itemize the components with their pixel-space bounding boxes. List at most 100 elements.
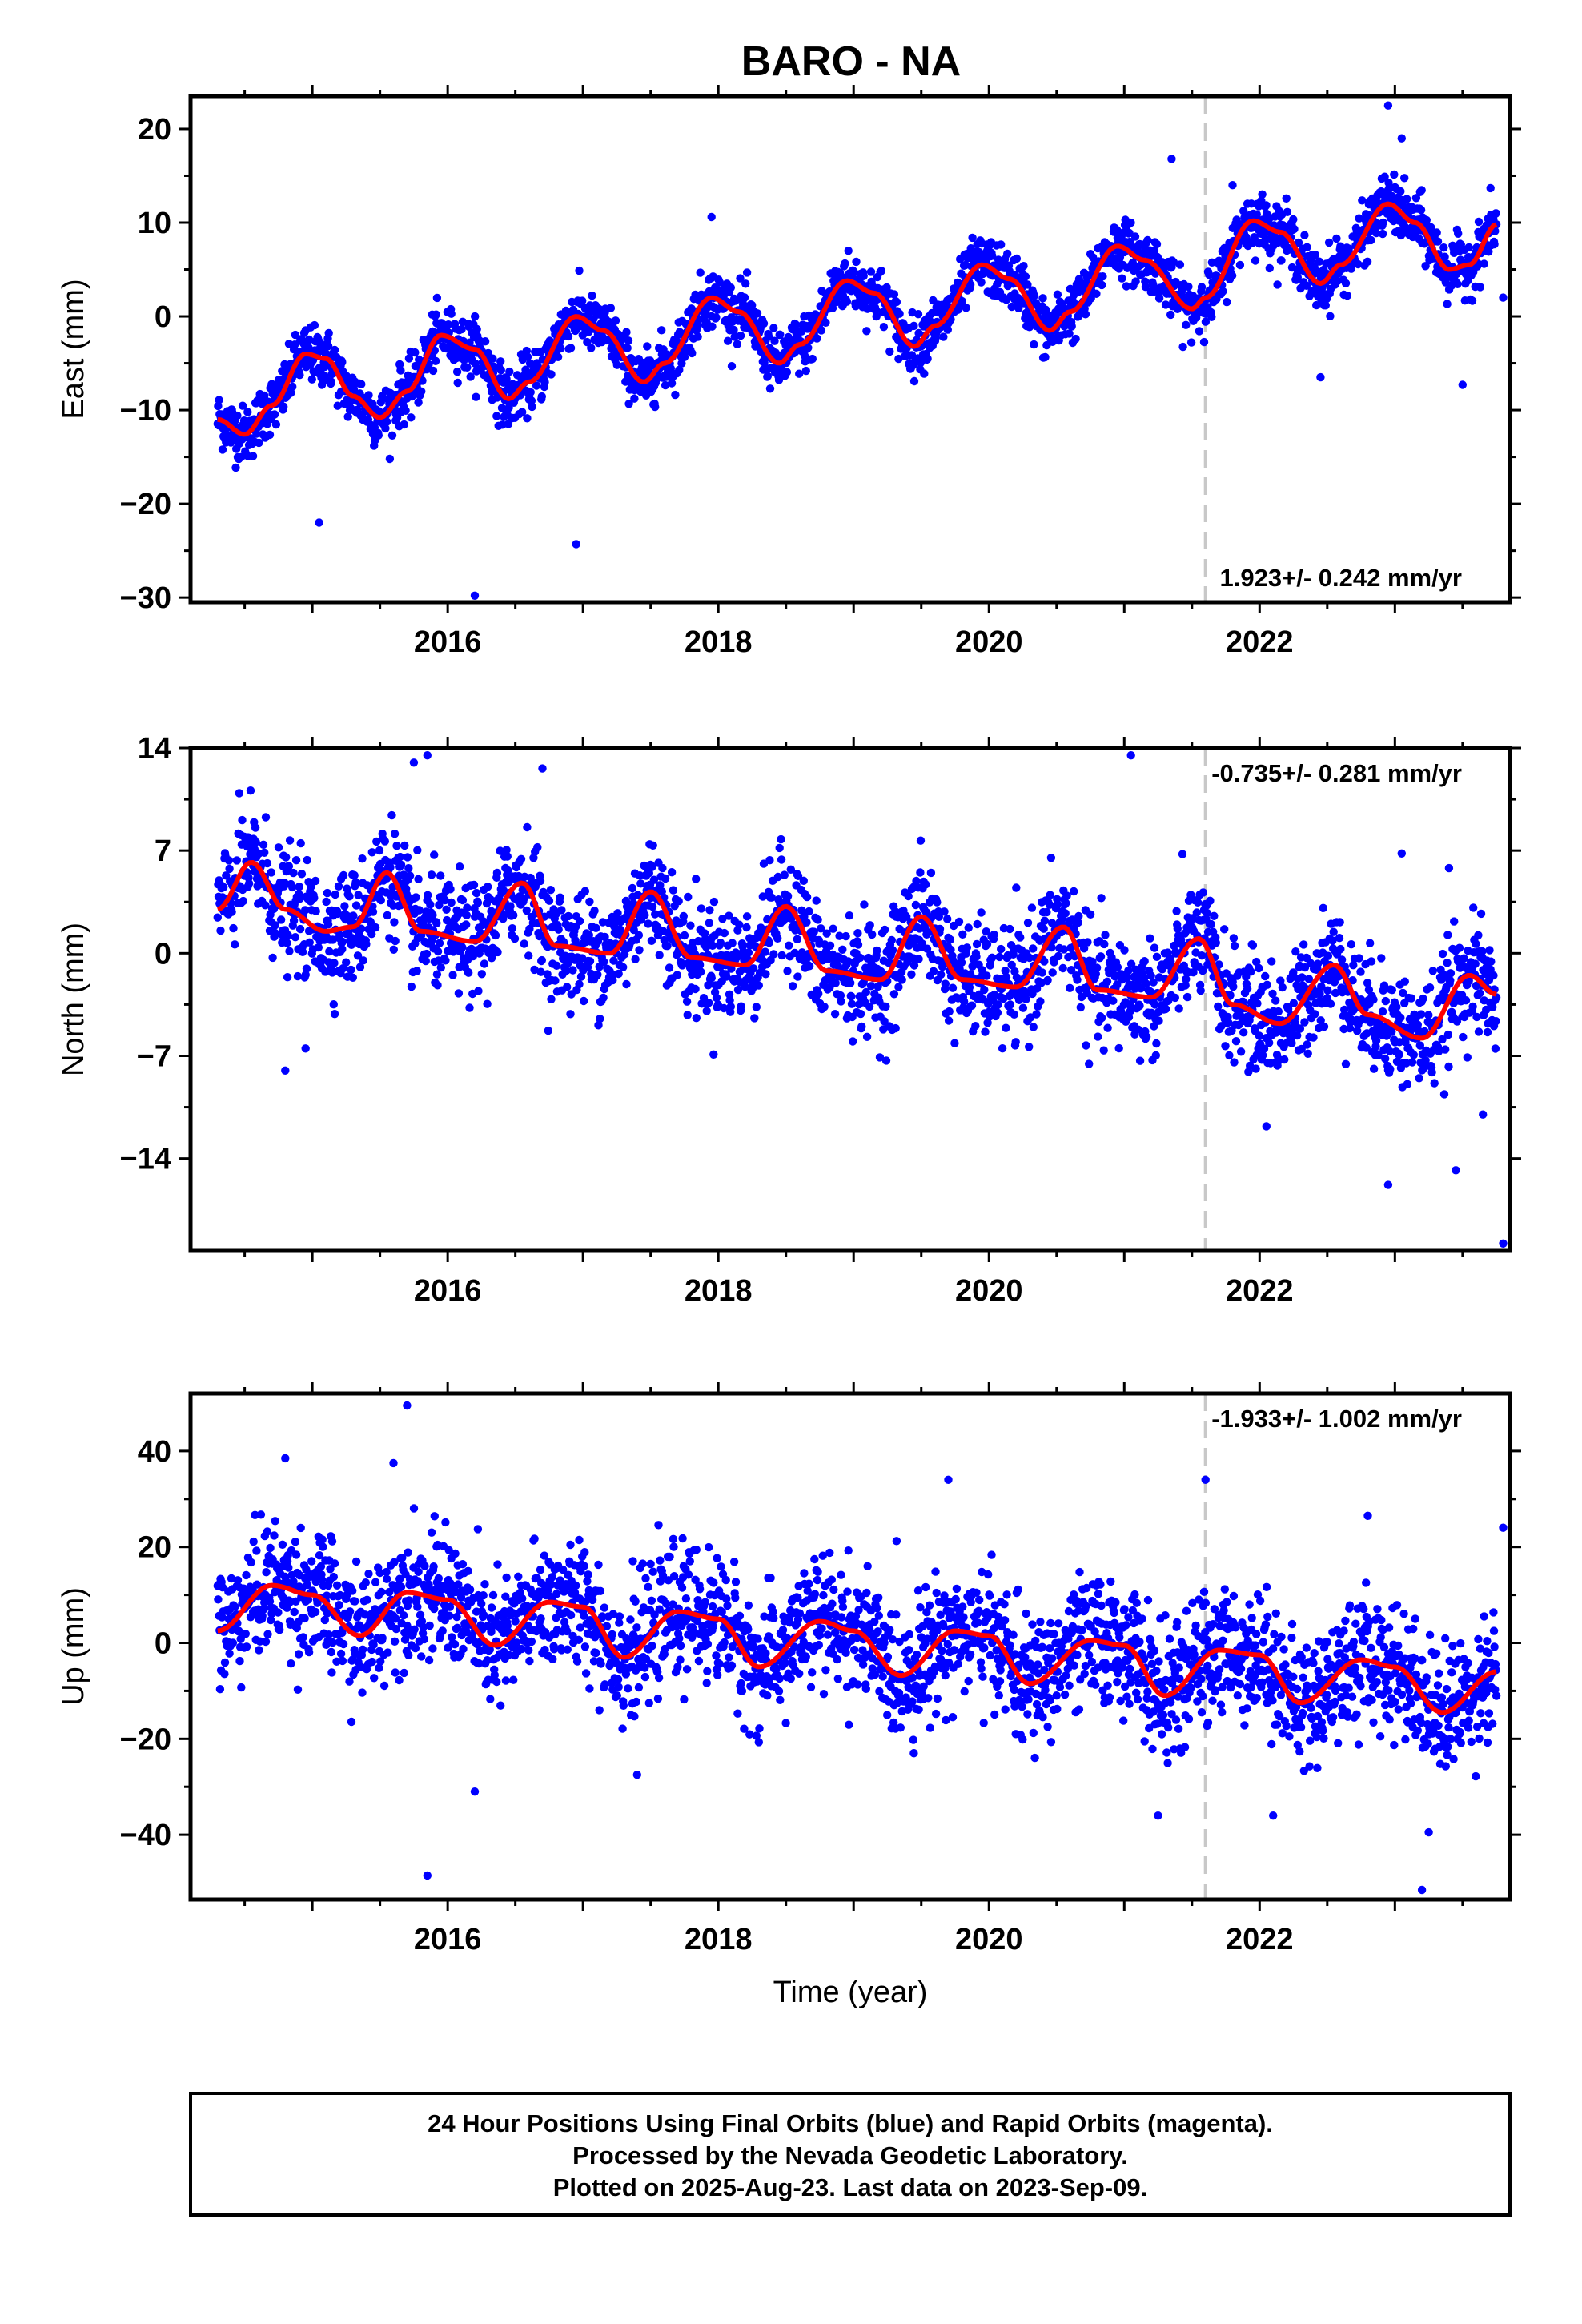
east-point xyxy=(782,368,792,376)
north-point xyxy=(464,968,473,977)
north-point xyxy=(1298,973,1307,982)
north-point xyxy=(1147,1008,1156,1018)
north-point xyxy=(1040,957,1049,966)
north-point xyxy=(357,924,366,933)
north-point xyxy=(562,966,571,975)
north-point xyxy=(705,906,714,915)
east-point xyxy=(502,374,511,384)
north-point xyxy=(1197,951,1207,960)
east-point xyxy=(909,321,918,331)
north-point xyxy=(1043,975,1052,985)
north-point xyxy=(246,786,255,795)
east-point xyxy=(765,384,775,393)
east-point xyxy=(1277,256,1286,265)
north-point xyxy=(367,930,376,939)
east-point xyxy=(1440,252,1449,261)
north-point xyxy=(477,970,486,979)
north-point xyxy=(802,892,812,902)
north-point xyxy=(235,789,243,798)
north-point xyxy=(427,870,436,879)
north-point xyxy=(897,975,906,984)
north-point xyxy=(763,915,772,924)
north-point xyxy=(260,848,269,858)
north-point xyxy=(354,891,363,899)
north-point xyxy=(362,939,371,949)
east-point xyxy=(252,429,261,438)
north-point xyxy=(1278,983,1287,992)
north-point xyxy=(1225,1051,1234,1060)
east-point xyxy=(923,354,932,364)
north-point xyxy=(302,964,311,973)
east-point xyxy=(1492,209,1500,218)
east-point xyxy=(828,304,837,312)
north-point xyxy=(857,1022,866,1031)
north-point xyxy=(547,995,556,1004)
north-point xyxy=(338,937,347,947)
east-point xyxy=(1003,249,1012,259)
north-point xyxy=(1062,891,1071,900)
north-point xyxy=(456,862,464,871)
north-point xyxy=(709,897,719,907)
north-point xyxy=(1086,910,1095,919)
east-point xyxy=(1235,260,1245,270)
east-point xyxy=(1265,263,1275,273)
north-point xyxy=(335,931,344,939)
east-point xyxy=(1126,218,1135,227)
north-point xyxy=(656,881,665,890)
north-point xyxy=(1066,983,1074,993)
north-point xyxy=(742,923,751,932)
north-point xyxy=(1337,955,1347,964)
north-point xyxy=(988,953,997,963)
north-point xyxy=(705,999,713,1007)
north-point xyxy=(1265,1039,1274,1047)
north-point xyxy=(533,842,542,852)
north-point xyxy=(282,853,291,862)
north-point xyxy=(856,953,865,963)
north-point xyxy=(1061,909,1070,918)
north-point xyxy=(462,911,471,920)
north-point xyxy=(436,871,445,880)
north-point xyxy=(648,862,656,871)
east-point xyxy=(547,370,556,379)
north-point xyxy=(635,946,644,955)
north-point xyxy=(679,911,688,921)
east-point xyxy=(1432,228,1441,237)
east-point xyxy=(872,312,881,321)
east-point xyxy=(1433,237,1443,246)
north-point xyxy=(375,846,384,855)
north-point xyxy=(911,900,921,910)
north-point xyxy=(1309,1033,1318,1042)
north-point xyxy=(655,951,664,959)
east-point xyxy=(1141,283,1150,292)
north-point xyxy=(968,962,977,971)
north-point xyxy=(1025,1043,1034,1051)
east-point xyxy=(471,312,480,321)
east-point xyxy=(387,431,397,440)
north-point xyxy=(790,948,799,958)
east-xtick-label: 2020 xyxy=(955,625,1023,659)
east-point xyxy=(753,309,762,318)
east-point xyxy=(1400,174,1409,183)
east-point xyxy=(364,391,373,400)
north-point xyxy=(1173,924,1182,933)
north-point xyxy=(284,862,294,870)
north-point xyxy=(585,897,594,907)
north-point xyxy=(342,958,351,967)
north-point xyxy=(622,979,631,989)
east-point xyxy=(1341,279,1351,287)
north-point xyxy=(600,957,608,967)
north-point xyxy=(658,863,667,873)
east-point xyxy=(527,396,536,405)
north-point xyxy=(1259,1051,1267,1060)
east-point xyxy=(338,358,347,367)
north-point xyxy=(994,1000,1002,1009)
north-point xyxy=(251,823,260,832)
north-point xyxy=(462,920,471,929)
north-point xyxy=(1120,946,1129,955)
north-point xyxy=(644,919,652,928)
north-point xyxy=(786,865,795,875)
north-point xyxy=(950,1039,959,1047)
north-point xyxy=(1029,1023,1038,1031)
east-point xyxy=(238,435,247,444)
north-point xyxy=(267,868,275,877)
